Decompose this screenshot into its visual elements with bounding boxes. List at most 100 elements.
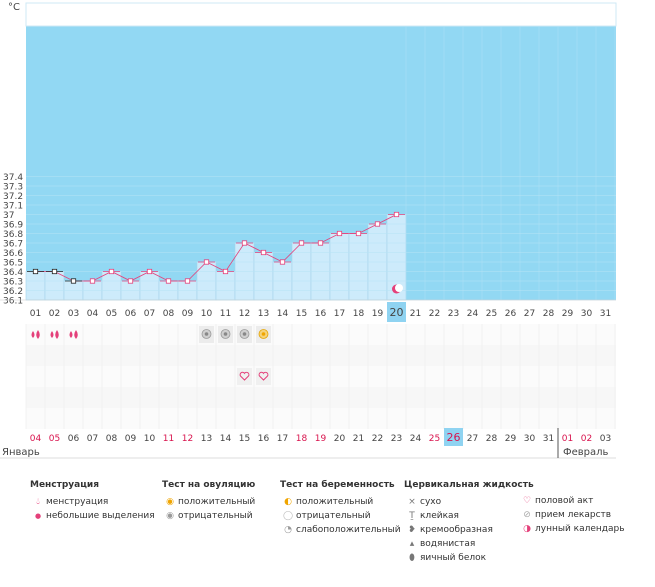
legend-menstruation: Менструация 💧︎ менструация ● небольшие выд… [30,480,155,523]
moon-icon: ◑ [523,524,531,534]
temperature-bar [253,252,274,301]
lunar-moon-icon-mask [395,284,403,292]
menstruation-drop-icon [50,330,59,339]
menstruation-drop-icon [69,330,78,339]
temperature-point [355,230,362,237]
temperature-point [89,278,96,284]
cycle-day-label: 23 [448,309,459,319]
legend-label: сухо [420,497,442,507]
y-tick-label: 36.1 [3,297,23,307]
cycle-day-label: 02 [49,309,60,319]
cycle-day-label: 09 [182,309,194,319]
calendar-date-label: 20 [334,434,346,444]
event-row [26,324,616,345]
pill-icon: ⊘ [523,510,531,520]
heart-icon: ♡ [522,496,532,506]
y-tick-label: 36.5 [3,259,23,269]
calendar-date-label: 17 [277,434,288,444]
legend-label: менструация [46,497,109,507]
ovulation-negative-icon-core [242,332,247,336]
legend-label: яичный белок [420,553,487,563]
calendar-date-label: 24 [410,434,422,444]
legend-label: половой акт [535,496,594,506]
cycle-day-label: 06 [125,309,137,319]
calendar-date-label: 04 [30,434,42,444]
cycle-day-label: 10 [201,309,213,319]
cycle-day-label: 01 [30,309,41,319]
y-tick-label: 37.1 [3,202,23,212]
calendar-date-label: 01 [562,434,573,444]
event-row [26,408,616,429]
calendar-date-label: 18 [296,434,308,444]
y-tick-label: 36.9 [3,221,23,231]
cycle-day-label: 13 [258,309,269,319]
y-axis: 36.136.236.336.436.536.636.736.836.93737… [3,2,23,307]
calendar-date-label: 09 [125,434,137,444]
cycle-day-label: 30 [581,309,593,319]
calendar-date-label: 03 [600,434,611,444]
cycle-day-label: 18 [353,309,365,319]
temperature-point [336,230,343,237]
calendar-date-label: 05 [49,434,60,444]
y-tick-label: 36.6 [3,249,23,259]
month-january: Январь [2,447,40,458]
legend-label: лунный календарь [535,524,625,534]
intercourse-cell [256,368,271,385]
cycle-day-label: 12 [239,309,250,319]
calendar-date-label: 14 [220,434,232,444]
legend-label: кремообразная [420,525,493,535]
intercourse-cell [237,368,252,385]
calendar-date-label: 15 [239,434,250,444]
small-drop-icon: ● [34,512,42,520]
temperature-point [279,259,286,265]
temperature-bar [25,271,46,301]
cycle-day-label: 03 [68,309,79,319]
calendar-date-label: 28 [486,434,498,444]
temperature-point [165,278,172,284]
unit-label: °C [8,2,20,13]
calendar-date-label: 26 [447,431,461,444]
cycle-day-label: 31 [600,309,611,319]
y-tick-label: 37 [3,211,14,221]
calendar-date-label: 31 [543,434,554,444]
legend-label: положительный [178,497,256,507]
y-tick-label: 36.4 [3,268,23,278]
pregnancy-positive-icon: ◐ [284,497,292,507]
cycle-day-label: 14 [277,309,289,319]
temperature-point [241,240,248,246]
y-tick-label: 36.3 [3,278,23,288]
legend-label: отрицательный [296,511,371,521]
calendar-date-label: 13 [201,434,212,444]
temperature-bar [44,271,65,301]
egg-white-icon: ⬮ [409,553,415,563]
temperature-point [51,268,58,275]
test-positive-icon: ◉ [166,497,174,507]
legend-title: Менструация [30,480,99,490]
calendar-date-row: 04 05 06 07 08 09 10 11 12 13 14 15 16 17 18 19 20 21 22 23… [0,428,616,459]
cycle-day-label: 21 [410,309,421,319]
event-row [26,366,616,387]
cycle-day-label: 26 [505,309,517,319]
sticky-icon: Ṯ [409,511,415,521]
cycle-day-label: 20 [390,306,404,319]
cycle-day-label: 15 [296,309,307,319]
calendar-date-label: 10 [144,434,156,444]
calendar-date-label: 06 [68,434,80,444]
temperature-point [298,240,305,246]
temperature-point [127,278,134,284]
cycle-day-label: 08 [163,309,175,319]
calendar-date-label: 19 [315,434,327,444]
legend-label: слабоположительный [296,525,401,535]
event-grid [25,324,616,429]
ovulation-negative-icon-core [204,332,209,336]
ovulation-positive-icon-core [261,332,266,336]
legend-label: положительный [296,497,374,507]
current-day-highlight [387,302,406,322]
temperature-point [32,268,39,275]
calendar-date-label: 23 [391,434,402,444]
legend-label: небольшие выделения [46,511,155,521]
calendar-date-label: 11 [163,434,174,444]
temperature-point [70,278,77,284]
dry-icon: × [408,497,416,507]
cycle-day-label: 16 [315,309,327,319]
